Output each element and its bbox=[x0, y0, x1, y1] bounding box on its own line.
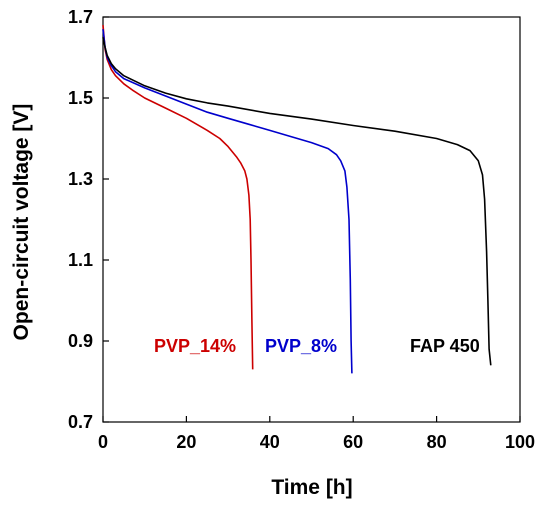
y-tick-label: 0.7 bbox=[68, 412, 93, 432]
plot-frame bbox=[102, 16, 521, 423]
axes bbox=[102, 16, 521, 423]
y-tick-label: 1.3 bbox=[68, 169, 93, 189]
y-tick-label: 1.5 bbox=[68, 88, 93, 108]
x-tick-label: 20 bbox=[176, 432, 196, 452]
series-line-1 bbox=[102, 29, 353, 374]
series-line-0 bbox=[102, 25, 254, 370]
series-label-pvp-14: PVP_14% bbox=[154, 336, 236, 356]
x-tick-label: 60 bbox=[343, 432, 363, 452]
series-line-2 bbox=[102, 37, 492, 366]
y-axis-title: Open-circuit voltage [V] bbox=[10, 104, 33, 341]
y-tick-label: 0.9 bbox=[68, 331, 93, 351]
plot-lines bbox=[102, 25, 492, 374]
x-tick-label: 0 bbox=[98, 432, 108, 452]
series-label-fap-450: FAP 450 bbox=[410, 336, 480, 356]
x-axis-title: Time [h] bbox=[271, 476, 352, 499]
y-tick-label: 1.7 bbox=[68, 7, 93, 27]
x-tick-label: 40 bbox=[260, 432, 280, 452]
x-tick-label: 80 bbox=[427, 432, 447, 452]
x-tick-label: 100 bbox=[505, 432, 535, 452]
series-label-pvp-8: PVP_8% bbox=[265, 336, 337, 356]
tick-labels: 0 20 40 60 80 100 0.7 0.9 1.1 1.3 1.5 1.7 bbox=[68, 7, 535, 452]
y-tick-label: 1.1 bbox=[68, 250, 93, 270]
